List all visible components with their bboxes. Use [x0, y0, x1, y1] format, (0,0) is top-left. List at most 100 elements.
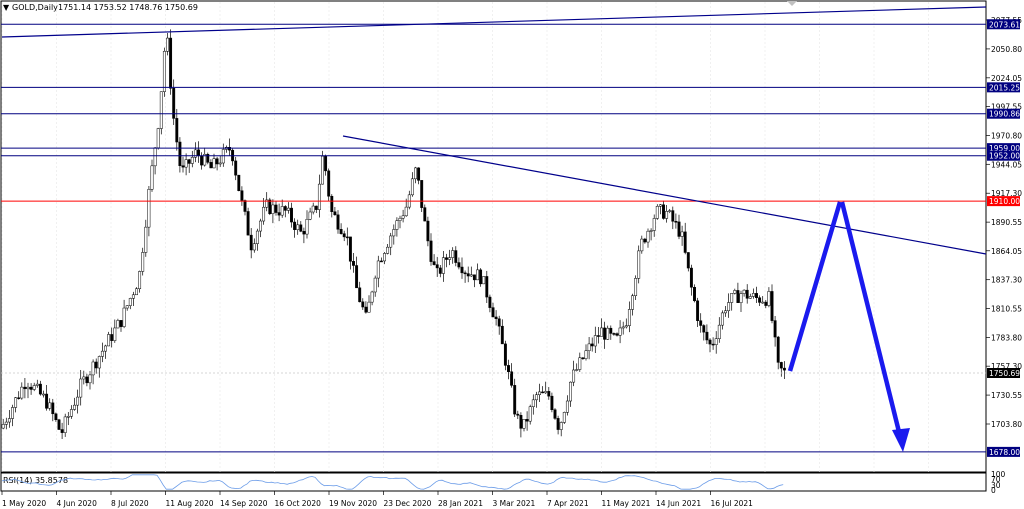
candle-body	[550, 395, 554, 411]
candle-body	[705, 331, 709, 341]
candle-body	[286, 207, 290, 211]
candle-body	[395, 220, 399, 230]
candle-body	[494, 316, 498, 320]
rsi-tick-label: 100	[991, 470, 1006, 479]
candle-body	[693, 286, 696, 302]
price-tick-label: 1944.05	[991, 160, 1022, 169]
candle-body	[410, 178, 414, 196]
candle-body	[107, 334, 111, 347]
candle-body	[615, 333, 619, 336]
candle-body	[531, 399, 535, 407]
candle-body	[711, 343, 715, 346]
candle-body	[150, 165, 154, 190]
candle-body	[162, 51, 166, 92]
candle-body	[1, 424, 5, 429]
candle-body	[423, 207, 427, 222]
candle-body	[330, 195, 334, 212]
candle-body	[457, 262, 461, 268]
price-tick-label: 1890.55	[991, 218, 1022, 227]
candle-body	[596, 335, 600, 337]
candle-body	[655, 206, 659, 219]
candle-body	[138, 271, 142, 290]
time-tick-label: 23 Dec 2020	[384, 499, 432, 508]
candle-body	[525, 419, 529, 422]
candle-body	[339, 229, 343, 234]
candle-body	[420, 180, 424, 208]
rsi-pane[interactable]	[0, 472, 987, 492]
candle-body	[63, 416, 67, 433]
candle-body	[618, 327, 622, 336]
scroll-marker-icon[interactable]	[787, 1, 797, 6]
candle-body	[640, 238, 644, 252]
candle-body	[73, 404, 76, 410]
candle-body	[466, 273, 470, 277]
candle-body	[296, 224, 300, 230]
candle-body	[333, 211, 337, 216]
level-tag-label: 2073.61	[989, 20, 1020, 29]
candle-body	[265, 199, 269, 208]
candle-body	[730, 293, 734, 303]
candle-body	[144, 226, 148, 253]
candle-body	[209, 162, 213, 169]
candle-body	[308, 211, 312, 220]
main-pane[interactable]	[0, 0, 987, 473]
candle-body	[237, 174, 241, 191]
candle-body	[612, 333, 616, 335]
candle-body	[299, 224, 303, 232]
candle-body	[184, 159, 188, 168]
candle-body	[271, 204, 275, 215]
time-axis: 1 May 2020 4 Jun 2020 8 Jul 2020 11 Aug 202…	[1, 491, 753, 508]
candle-body	[252, 243, 256, 251]
candle-body	[94, 361, 98, 369]
candle-body	[677, 221, 681, 237]
candle-body	[668, 210, 672, 212]
price-tick-label: 1703.80	[991, 420, 1022, 429]
projection-arrows[interactable]	[787, 201, 910, 452]
price-tick-label: 1970.80	[991, 131, 1022, 140]
candle-body	[169, 37, 173, 89]
price-tick-label: 1783.80	[991, 334, 1022, 343]
candle-body	[7, 418, 11, 423]
candle-body	[702, 325, 706, 333]
candle-body	[627, 309, 631, 326]
level-tag-bg	[987, 19, 1020, 30]
candle-body	[755, 293, 758, 298]
candle-body	[414, 167, 417, 180]
price-tick-label: 1757.30	[991, 362, 1022, 371]
price-tick-label: 1837.30	[991, 276, 1022, 285]
candle-body	[534, 394, 538, 401]
candle-body	[249, 234, 253, 251]
candle-body	[426, 220, 430, 242]
descending-trend-line[interactable]	[342, 135, 987, 255]
candle-body	[57, 419, 61, 430]
candle-body	[736, 290, 740, 303]
chevron-down-icon[interactable]: ▼	[3, 3, 10, 12]
candle-body	[88, 374, 92, 384]
candle-body	[156, 128, 160, 149]
rsi-tick-label: 0	[991, 486, 996, 495]
candle-body	[637, 250, 641, 279]
candle-body	[373, 277, 377, 293]
candle-body	[519, 415, 523, 429]
candle-body	[234, 160, 238, 176]
time-tick-label: 8 Jul 2020	[111, 499, 149, 508]
candle-body	[336, 214, 340, 230]
candle-body	[708, 339, 712, 345]
candle-body	[85, 376, 89, 384]
candle-body	[624, 325, 628, 328]
candle-body	[17, 397, 21, 399]
level-tag-bg	[987, 150, 1020, 161]
candle-body	[324, 155, 328, 172]
candle-body	[268, 199, 272, 215]
candle-body	[38, 383, 42, 395]
candle-body	[69, 409, 73, 417]
candle-body	[683, 231, 687, 253]
candle-body	[773, 320, 777, 338]
time-tick-label: 11 Aug 2020	[166, 499, 214, 508]
upper-trend-line[interactable]	[1, 6, 987, 38]
candle-body	[389, 235, 393, 248]
candle-body	[293, 221, 297, 230]
candle-body	[147, 189, 151, 228]
candle-body	[646, 230, 650, 243]
